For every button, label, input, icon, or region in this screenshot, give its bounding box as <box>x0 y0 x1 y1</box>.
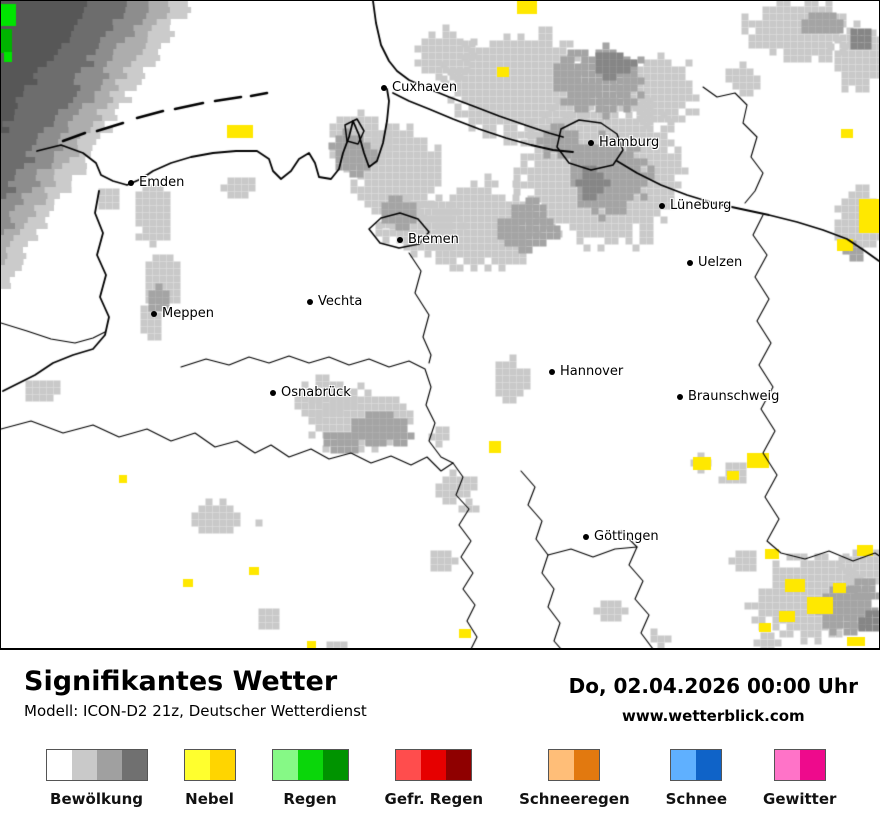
city-dot-braunschweig <box>677 394 683 400</box>
legend-swatch-schnee <box>670 749 723 781</box>
legend-color-cell <box>71 750 97 780</box>
legend-label-gewitter: Gewitter <box>763 790 837 808</box>
legend-color-cell <box>696 750 722 780</box>
city-dot-bremen <box>397 237 403 243</box>
model-info: Modell: ICON-D2 21z, Deutscher Wetterdie… <box>24 702 367 720</box>
footer-row: Signifikantes Wetter Modell: ICON-D2 21z… <box>24 666 858 725</box>
legend-color-cell <box>121 750 147 780</box>
city-label-meppen: Meppen <box>162 306 214 322</box>
weather-map: Cuxhaven Hamburg Emden Lüneburg Bremen Uelzen… <box>0 0 880 650</box>
legend-color-cell <box>421 750 447 780</box>
legend-color-cell <box>774 750 800 780</box>
legend-item-schneeregen: Schneeregen <box>519 749 630 808</box>
legend-swatch-gewitter <box>773 749 826 781</box>
city-label-osnabruck: Osnabrück <box>281 385 351 401</box>
footer-left: Signifikantes Wetter Modell: ICON-D2 21z… <box>24 666 367 720</box>
legend-color-cell <box>574 750 600 780</box>
legend-label-gefr-regen: Gefr. Regen <box>384 790 484 808</box>
legend-color-cell <box>184 750 210 780</box>
city-layer: Cuxhaven Hamburg Emden Lüneburg Bremen Uelzen… <box>1 1 879 648</box>
legend-color-cell <box>322 750 348 780</box>
legend-label-schnee: Schnee <box>665 790 728 808</box>
legend-label-bewolkung: Bewölkung <box>50 790 144 808</box>
city-label-gottingen: Göttingen <box>594 529 659 545</box>
weather-map-canvas <box>1 1 879 648</box>
city-label-emden: Emden <box>139 175 185 191</box>
legend-swatch-regen <box>271 749 349 781</box>
legend-color-cell <box>549 750 575 780</box>
legend-item-gewitter: Gewitter <box>763 749 836 808</box>
page-title: Signifikantes Wetter <box>24 666 338 697</box>
city-label-uelzen: Uelzen <box>698 255 743 271</box>
legend-color-cell <box>396 750 422 780</box>
website-url: www.wetterblick.com <box>621 707 805 725</box>
legend-label-regen: Regen <box>283 790 337 808</box>
city-dot-hamburg <box>588 140 594 146</box>
city-dot-luneburg <box>659 203 665 209</box>
legend-item-bewolkung: Bewölkung <box>45 749 148 808</box>
legend-color-cell <box>272 750 298 780</box>
legend-item-gefr-regen: Gefr. Regen <box>384 749 484 808</box>
city-dot-hannover <box>549 369 555 375</box>
legend-item-schnee: Schnee <box>666 749 727 808</box>
city-dot-emden <box>128 180 134 186</box>
city-label-luneburg: Lüneburg <box>670 198 732 214</box>
city-label-bremen: Bremen <box>408 232 459 248</box>
legend-swatch-schneeregen <box>548 749 601 781</box>
city-label-hamburg: Hamburg <box>599 135 660 151</box>
city-label-vechta: Vechta <box>318 294 363 310</box>
city-dot-osnabruck <box>270 390 276 396</box>
legend-color-cell <box>799 750 825 780</box>
legend: Bewölkung Nebel Regen Gefr. Regen Schneerege… <box>24 749 858 808</box>
city-dot-cuxhaven <box>381 85 387 91</box>
map-footer: Signifikantes Wetter Modell: ICON-D2 21z… <box>0 650 880 808</box>
legend-swatch-gefr-regen <box>395 749 473 781</box>
legend-color-cell <box>297 750 323 780</box>
legend-item-nebel: Nebel <box>183 749 236 808</box>
legend-item-regen: Regen <box>271 749 349 808</box>
legend-label-schneeregen: Schneeregen <box>519 790 630 808</box>
legend-color-cell <box>96 750 122 780</box>
footer-right: Do, 02.04.2026 00:00 Uhr www.wetterblick… <box>569 666 858 725</box>
legend-color-cell <box>671 750 697 780</box>
city-dot-meppen <box>151 311 157 317</box>
city-label-hannover: Hannover <box>560 364 624 380</box>
forecast-datetime: Do, 02.04.2026 00:00 Uhr <box>568 674 858 698</box>
legend-color-cell <box>209 750 235 780</box>
legend-label-nebel: Nebel <box>185 790 234 808</box>
legend-color-cell <box>46 750 72 780</box>
legend-swatch-bewolkung <box>45 749 148 781</box>
city-dot-uelzen <box>687 260 693 266</box>
city-label-cuxhaven: Cuxhaven <box>392 80 458 96</box>
city-dot-gottingen <box>583 534 589 540</box>
legend-swatch-nebel <box>183 749 236 781</box>
city-dot-vechta <box>307 299 313 305</box>
legend-color-cell <box>446 750 472 780</box>
city-label-braunschweig: Braunschweig <box>688 389 780 405</box>
